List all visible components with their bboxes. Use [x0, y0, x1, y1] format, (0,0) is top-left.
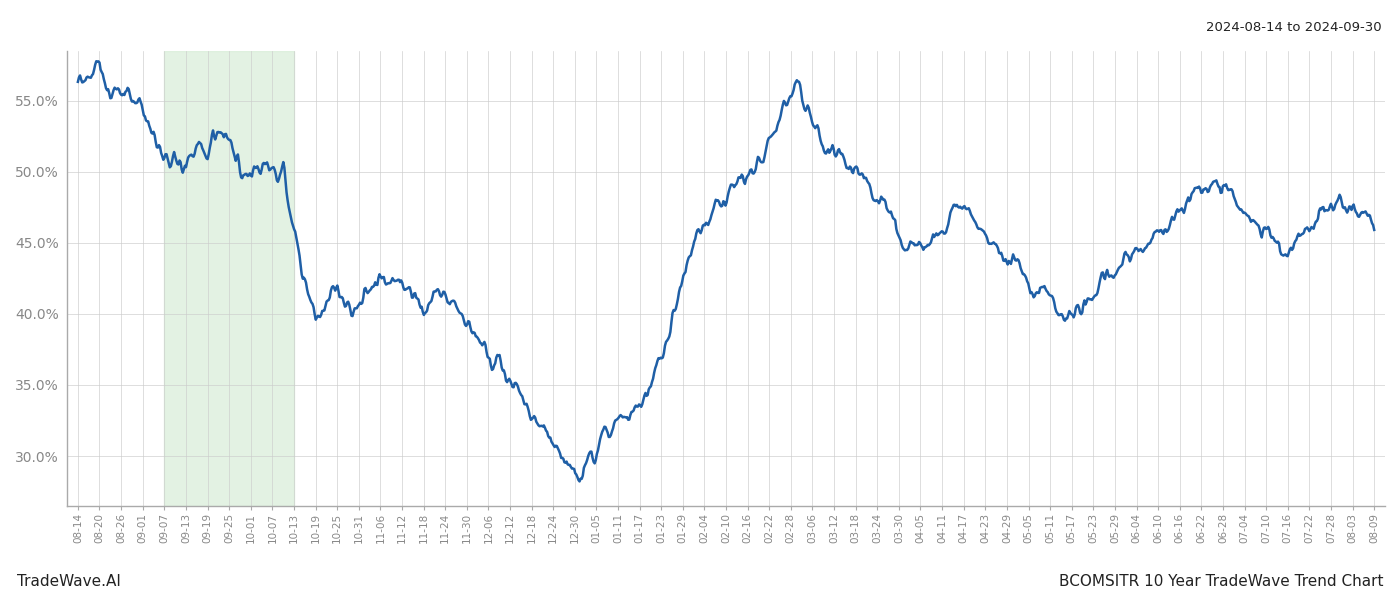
Text: 2024-08-14 to 2024-09-30: 2024-08-14 to 2024-09-30: [1207, 21, 1382, 34]
Text: TradeWave.AI: TradeWave.AI: [17, 574, 120, 589]
Text: BCOMSITR 10 Year TradeWave Trend Chart: BCOMSITR 10 Year TradeWave Trend Chart: [1058, 574, 1383, 589]
Bar: [164, 51, 294, 506]
